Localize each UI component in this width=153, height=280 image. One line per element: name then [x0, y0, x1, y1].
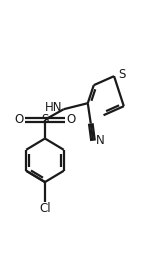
- Text: O: O: [14, 113, 23, 126]
- Text: O: O: [67, 113, 76, 126]
- Text: Cl: Cl: [39, 202, 51, 215]
- Text: S: S: [41, 113, 49, 126]
- Text: S: S: [118, 68, 125, 81]
- Text: N: N: [96, 134, 105, 147]
- Text: HN: HN: [45, 101, 62, 114]
